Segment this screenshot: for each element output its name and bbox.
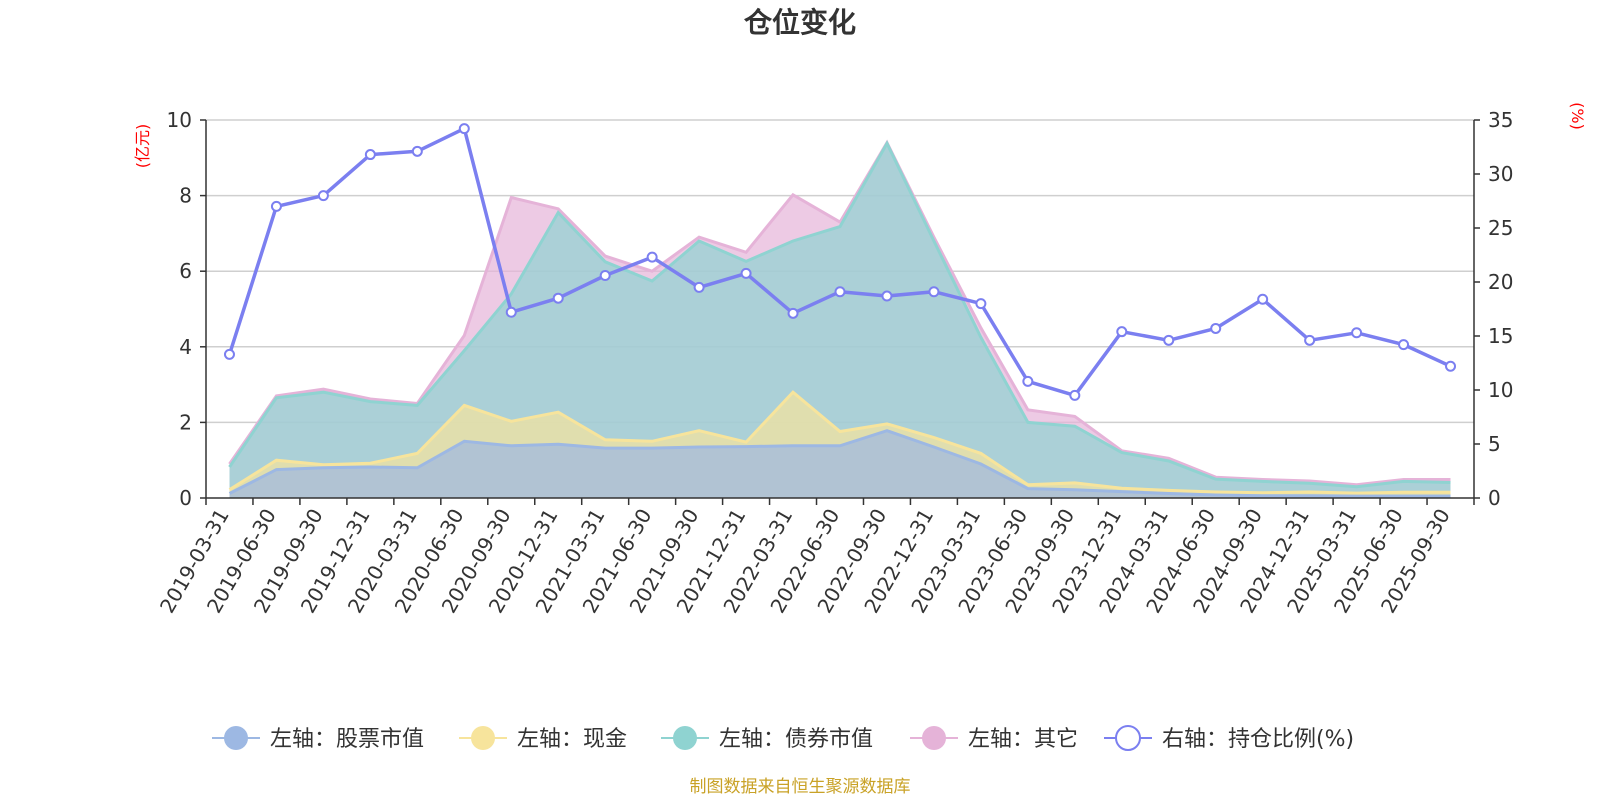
holding-ratio-point bbox=[881, 290, 893, 302]
right-tick-label: 25 bbox=[1488, 216, 1513, 240]
left-tick-label: 0 bbox=[179, 486, 192, 510]
right-tick-label: 35 bbox=[1488, 108, 1513, 132]
legend-other[interactable]: 左轴：其它 bbox=[910, 726, 1078, 752]
holding-ratio-point bbox=[458, 123, 470, 135]
right-tick-label: 5 bbox=[1488, 432, 1501, 456]
holding-ratio-point bbox=[1257, 293, 1269, 305]
legend-label: 左轴：其它 bbox=[968, 727, 1078, 752]
holding-ratio-point bbox=[1116, 326, 1128, 338]
legend-label: 左轴：现金 bbox=[517, 727, 627, 752]
holding-ratio-point bbox=[1210, 322, 1222, 334]
left-tick-label: 2 bbox=[179, 410, 192, 434]
right-tick-label: 20 bbox=[1488, 270, 1513, 294]
legend-label: 左轴：债券市值 bbox=[719, 727, 873, 752]
holding-ratio-point bbox=[411, 145, 423, 157]
left-tick-label: 6 bbox=[179, 259, 192, 283]
cash-area-edge bbox=[228, 390, 1451, 495]
holding-ratio-point bbox=[740, 267, 752, 279]
holding-ratio-point bbox=[552, 292, 564, 304]
left-tick-label: 10 bbox=[167, 108, 192, 132]
holding-ratio-point bbox=[928, 286, 940, 298]
right-tick-label: 30 bbox=[1488, 162, 1513, 186]
other-area-edge bbox=[228, 139, 1451, 487]
legend-circle-icon bbox=[224, 726, 248, 750]
holding-ratio-point bbox=[693, 281, 705, 293]
holding-ratio-point bbox=[1022, 375, 1034, 387]
legend[interactable]: 左轴：股票市值 左轴：现金 左轴：债券市值 左轴：其它 右轴：持仓比例(%) bbox=[212, 725, 1354, 752]
legend-hollow-circle-icon bbox=[1115, 725, 1141, 751]
holding-ratio-point bbox=[505, 306, 517, 318]
right-tick-label: 10 bbox=[1488, 378, 1513, 402]
holding-ratio-point bbox=[646, 251, 658, 263]
legend-stock-value[interactable]: 左轴：股票市值 bbox=[212, 726, 424, 752]
holding-ratio-point bbox=[975, 298, 987, 310]
stock-value-area bbox=[229, 430, 1451, 498]
bond-value-area-edge bbox=[228, 140, 1451, 489]
stock-value-area-edge bbox=[228, 429, 1451, 498]
holding-ratio-line bbox=[223, 123, 1457, 401]
left-tick-label: 8 bbox=[179, 184, 192, 208]
left-axis-unit: (亿元) bbox=[133, 124, 152, 169]
legend-circle-icon bbox=[922, 726, 946, 750]
left-tick-label: 4 bbox=[179, 335, 192, 359]
legend-label: 右轴：持仓比例(%) bbox=[1162, 727, 1354, 752]
holding-ratio-point bbox=[1351, 327, 1363, 339]
holding-ratio-point bbox=[1163, 334, 1175, 346]
legend-holding-ratio[interactable]: 右轴：持仓比例(%) bbox=[1104, 725, 1354, 752]
holding-ratio-point bbox=[1445, 360, 1457, 372]
chart-title: 仓位变化 bbox=[744, 6, 856, 39]
holding-ratio-point bbox=[787, 307, 799, 319]
holding-ratio-point bbox=[834, 286, 846, 298]
right-tick-label: 15 bbox=[1488, 324, 1513, 348]
holding-ratio-point bbox=[364, 149, 376, 161]
stacked-areas bbox=[228, 139, 1451, 498]
legend-circle-icon bbox=[673, 726, 697, 750]
holding-ratio-point bbox=[1398, 339, 1410, 351]
legend-circle-icon bbox=[471, 726, 495, 750]
holding-ratio-point bbox=[599, 270, 611, 282]
legend-label: 左轴：股票市值 bbox=[270, 727, 424, 752]
holding-ratio-point bbox=[1304, 334, 1316, 346]
legend-bond-value[interactable]: 左轴：债券市值 bbox=[661, 726, 873, 752]
holding-ratio-point bbox=[270, 200, 282, 212]
right-tick-label: 0 bbox=[1488, 486, 1501, 510]
holding-ratio-point bbox=[223, 348, 235, 360]
legend-cash[interactable]: 左轴：现金 bbox=[459, 726, 627, 752]
right-axis-unit: (%) bbox=[1568, 102, 1587, 130]
data-source-note: 制图数据来自恒生聚源数据库 bbox=[690, 777, 911, 797]
holding-ratio-point bbox=[1069, 389, 1081, 401]
holding-ratio-point bbox=[317, 190, 329, 202]
bond-value-area bbox=[229, 143, 1451, 498]
